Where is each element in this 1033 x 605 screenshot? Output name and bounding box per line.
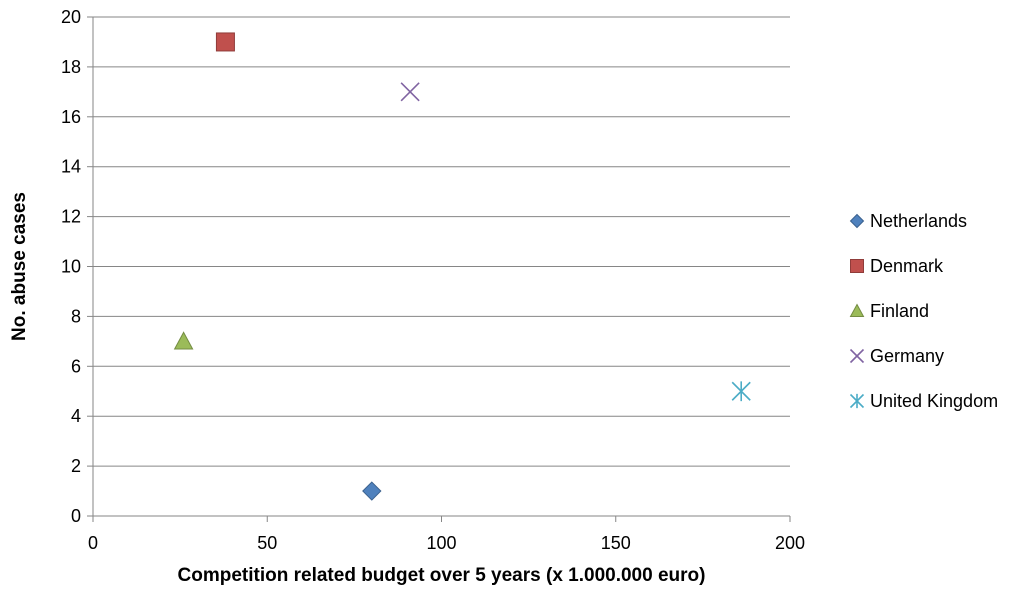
legend: Netherlands Denmark Finland Germany United K… <box>849 211 998 411</box>
y-tick-label: 6 <box>71 356 81 376</box>
y-tick-label: 2 <box>71 456 81 476</box>
legend-label-finland: Finland <box>870 301 929 321</box>
data-point-finland <box>173 331 194 350</box>
y-tick-label: 4 <box>71 406 81 426</box>
y-tick-label: 20 <box>61 7 81 27</box>
data-point-germany-stroke <box>400 82 420 102</box>
x-tick-labels: 0 50 100 150 200 <box>88 533 805 553</box>
legend-marker-germany-stroke <box>849 348 865 364</box>
x-tick-label: 100 <box>426 533 456 553</box>
y-tick-label: 16 <box>61 107 81 127</box>
y-tick-label: 18 <box>61 57 81 77</box>
legend-label-netherlands: Netherlands <box>870 211 967 231</box>
data-point-netherlands <box>362 481 382 501</box>
data-points <box>173 32 751 501</box>
x-tick-label: 200 <box>775 533 805 553</box>
y-tick-label: 8 <box>71 306 81 326</box>
legend-label-germany: Germany <box>870 346 944 366</box>
legend-label-denmark: Denmark <box>870 256 944 276</box>
legend-item-netherlands: Netherlands <box>849 211 967 231</box>
data-point-united-kingdom <box>731 381 751 402</box>
legend-marker-finland <box>849 303 865 318</box>
x-axis-title: Competition related budget over 5 years … <box>178 565 706 586</box>
legend-item-finland: Finland <box>849 301 929 321</box>
data-point-denmark <box>215 32 235 52</box>
axes <box>87 16 791 522</box>
legend-marker-denmark <box>850 259 864 273</box>
legend-marker-united-kingdom <box>849 393 865 409</box>
legend-item-denmark: Denmark <box>850 256 944 276</box>
x-tick-label: 150 <box>601 533 631 553</box>
x-tick-label: 0 <box>88 533 98 553</box>
gridlines <box>93 16 790 467</box>
x-tick-label: 50 <box>257 533 277 553</box>
legend-item-germany: Germany <box>849 346 944 366</box>
y-tick-labels: 0 2 4 6 8 10 12 14 16 18 20 <box>61 7 81 526</box>
legend-marker-germany <box>849 348 865 364</box>
legend-marker-netherlands <box>849 213 865 229</box>
y-tick-label: 12 <box>61 207 81 227</box>
legend-item-united-kingdom: United Kingdom <box>849 391 998 411</box>
y-tick-label: 14 <box>61 157 81 177</box>
y-axis-title: No. abuse cases <box>9 192 30 341</box>
legend-label-united-kingdom: United Kingdom <box>870 391 998 411</box>
y-tick-label: 0 <box>71 506 81 526</box>
data-point-germany <box>400 82 420 102</box>
y-tick-label: 10 <box>61 257 81 277</box>
